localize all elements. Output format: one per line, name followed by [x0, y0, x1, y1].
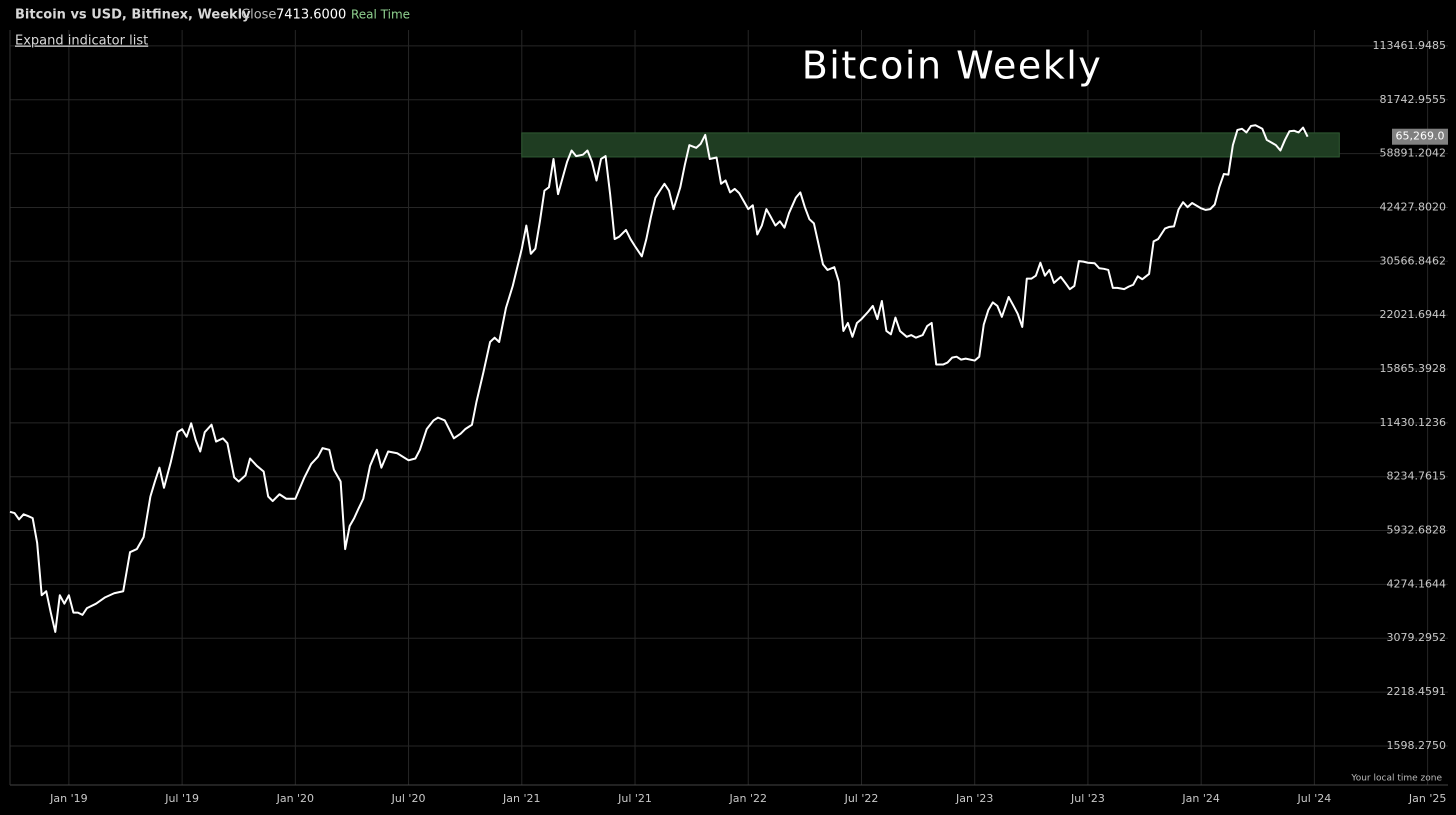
x-tick-label: Jul '19: [164, 792, 199, 805]
last-price-label: 65,269.0: [1396, 130, 1445, 143]
x-tick-label: Jan '25: [1408, 792, 1446, 805]
resistance-zone: [521, 132, 1340, 158]
x-tick-label: Jan '21: [502, 792, 540, 805]
y-tick-label: 81742.9555: [1380, 93, 1446, 106]
footnote: Your local time zone: [1350, 774, 1442, 784]
y-tick-label: 8234.7615: [1387, 470, 1447, 483]
y-tick-label: 5932.6828: [1387, 524, 1447, 537]
y-tick-label: 30566.8462: [1380, 254, 1446, 267]
y-tick-label: 4274.1644: [1387, 577, 1447, 590]
y-tick-label: 1598.2750: [1387, 739, 1447, 752]
symbol: Bitcoin vs USD, Bitfinex, Weekly: [15, 8, 251, 23]
grid: [9, 30, 1448, 786]
price-line: [9, 124, 1309, 633]
y-tick-label: 2218.4591: [1387, 685, 1447, 698]
last-price-box: [1392, 128, 1448, 145]
x-tick-label: Jul '24: [1296, 792, 1331, 805]
close-label: Close: [241, 8, 276, 23]
x-tick-label: Jan '22: [729, 792, 767, 805]
chart-title: Bitcoin Weekly: [802, 44, 1103, 88]
x-tick-label: Jan '24: [1181, 792, 1219, 805]
y-tick-label: 113461.9485: [1373, 39, 1446, 52]
y-tick-label: 22021.6944: [1380, 308, 1446, 321]
x-tick-label: Jan '23: [955, 792, 993, 805]
x-tick-label: Jul '22: [844, 792, 879, 805]
plot: [9, 124, 1340, 633]
y-tick-label: 58891.2042: [1380, 147, 1446, 160]
x-tick-label: Jul '20: [391, 792, 426, 805]
x-tick-label: Jul '23: [1070, 792, 1105, 805]
y-tick-label: 11430.1236: [1380, 416, 1446, 429]
close-value: 7413.6000: [276, 8, 346, 23]
y-tick-label: 15865.3928: [1380, 362, 1446, 375]
y-tick-label: 42427.8020: [1380, 200, 1446, 213]
status: Real Time: [351, 8, 410, 22]
x-tick-label: Jan '20: [276, 792, 314, 805]
x-tick-label: Jan '19: [49, 792, 87, 805]
expand-link[interactable]: Expand indicator list: [15, 34, 148, 49]
y-tick-label: 3079.2952: [1387, 631, 1447, 644]
x-tick-label: Jul '21: [617, 792, 652, 805]
